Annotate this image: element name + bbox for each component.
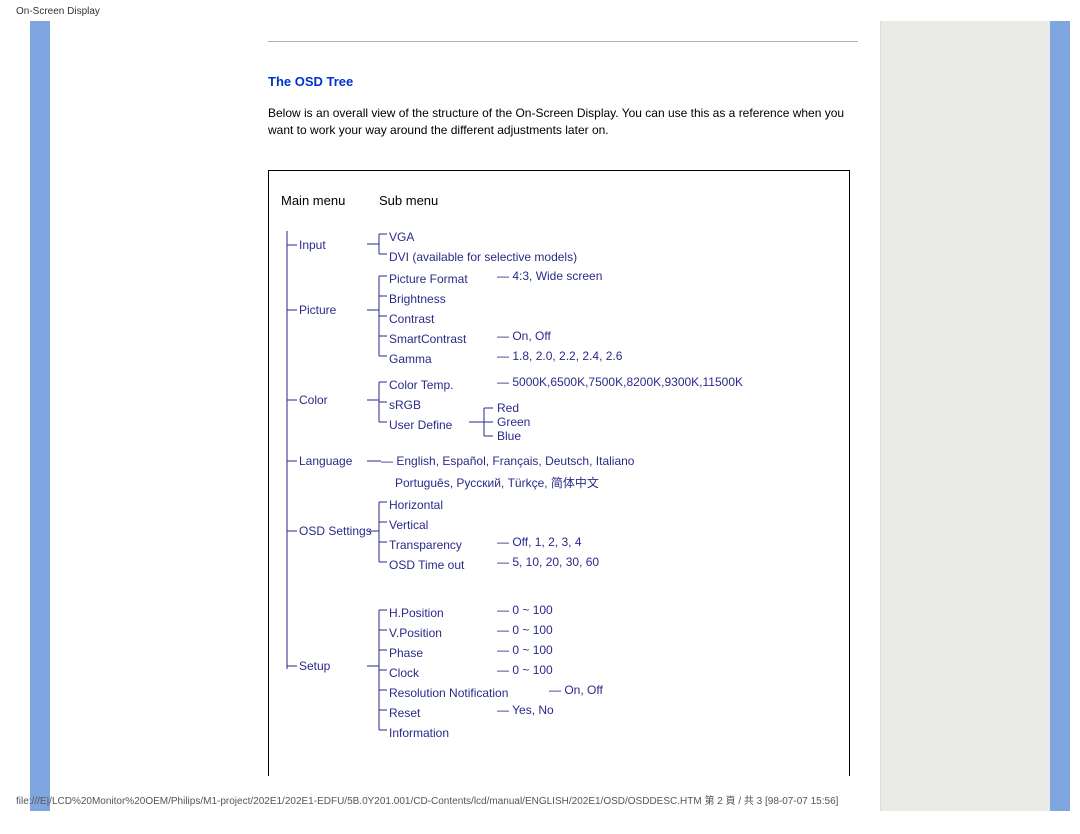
text: 0 ~ 100 (512, 663, 552, 677)
opt-language2: Português, Русский, Türkçe, 简体中文 (395, 474, 599, 491)
col-head-main: Main menu (281, 193, 345, 208)
rgb-blue: Blue (497, 429, 530, 443)
dash: — (497, 703, 512, 717)
main-language: Language (299, 454, 352, 468)
text: Off, 1, 2, 3, 4 (512, 535, 581, 549)
opt-vpos: — 0 ~ 100 (497, 623, 553, 637)
sub-contrast: Contrast (389, 309, 468, 329)
text: 0 ~ 100 (512, 623, 552, 637)
dash: — (497, 349, 512, 363)
right-gap (880, 21, 1050, 811)
sub-srgb: sRGB (389, 395, 453, 415)
label: Gamma (389, 352, 432, 366)
opt-userdefine-rgb: Red Green Blue (497, 401, 530, 443)
opt-color-temp: — 5000K,6500K,7500K,8200K,9300K,11500K (497, 375, 743, 389)
horizontal-rule (268, 41, 858, 42)
sub-color-temp: Color Temp. (389, 375, 453, 395)
opt-clock: — 0 ~ 100 (497, 663, 553, 677)
page-header: On-Screen Display (0, 0, 1080, 21)
dash: — (497, 643, 512, 657)
stage: The OSD Tree Below is an overall view of… (0, 21, 1080, 811)
main-input: Input (299, 238, 326, 252)
label: SmartContrast (389, 332, 466, 346)
dash: — (497, 329, 512, 343)
text: 4:3, Wide screen (512, 269, 602, 283)
label: Picture Format (389, 272, 468, 286)
sub-osd: Horizontal Vertical Transparency OSD Tim… (389, 495, 464, 575)
dash: — (497, 663, 512, 677)
opt-timeout: — 5, 10, 20, 30, 60 (497, 555, 599, 569)
opt-gamma: — 1.8, 2.0, 2.2, 2.4, 2.6 (497, 349, 622, 363)
text: 5000K,6500K,7500K,8200K,9300K,11500K (512, 375, 743, 389)
sub-osd-transparency: Transparency (389, 535, 464, 555)
sub-info: Information (389, 723, 508, 743)
dash: — (497, 535, 512, 549)
opt-picture-format: — 4:3, Wide screen (497, 269, 602, 283)
sub-setup: H.Position V.Position Phase Clock Resolu… (389, 603, 508, 743)
sub-brightness: Brightness (389, 289, 468, 309)
sub-smartcontrast: SmartContrast (389, 329, 468, 349)
sub-hpos: H.Position (389, 603, 508, 623)
intro-text: Below is an overall view of the structur… (268, 105, 858, 140)
osd-tree-box: Main menu Sub menu Input Picture Color L… (268, 170, 850, 776)
dash: — (497, 375, 512, 389)
dash: — (381, 454, 396, 468)
main-osd: OSD Settings (299, 524, 372, 538)
sub-color: Color Temp. sRGB User Define (389, 375, 453, 435)
text: 5, 10, 20, 30, 60 (512, 555, 599, 569)
sub-phase: Phase (389, 643, 508, 663)
dash: — (497, 603, 512, 617)
content: The OSD Tree Below is an overall view of… (268, 41, 858, 776)
opt-hpos: — 0 ~ 100 (497, 603, 553, 617)
sub-picture-format: Picture Format (389, 269, 468, 289)
dash: — (497, 555, 512, 569)
page-header-title: On-Screen Display (16, 6, 100, 17)
left-margin-bar (30, 21, 50, 811)
dash: — (497, 623, 512, 637)
sub-userdefine: User Define (389, 415, 453, 435)
right-margin-bar (1050, 21, 1070, 811)
page-area: The OSD Tree Below is an overall view of… (50, 21, 881, 811)
rgb-green: Green (497, 415, 530, 429)
sub-input: VGA DVI (available for selective models) (389, 227, 577, 267)
sub-clock: Clock (389, 663, 508, 683)
section-title: The OSD Tree (268, 74, 858, 89)
dash: — (549, 683, 564, 697)
text: 1.8, 2.0, 2.2, 2.4, 2.6 (512, 349, 622, 363)
sub-vpos: V.Position (389, 623, 508, 643)
text: 0 ~ 100 (512, 603, 552, 617)
text: On, Off (564, 683, 602, 697)
sub-reset: Reset (389, 703, 508, 723)
sub-picture: Picture Format Brightness Contrast Smart… (389, 269, 468, 369)
opt-transparency: — Off, 1, 2, 3, 4 (497, 535, 582, 549)
text: Yes, No (512, 703, 554, 717)
opt-phase: — 0 ~ 100 (497, 643, 553, 657)
rgb-red: Red (497, 401, 530, 415)
main-setup: Setup (299, 659, 330, 673)
sub-input-dvi: DVI (available for selective models) (389, 247, 577, 267)
opt-reset: — Yes, No (497, 703, 554, 717)
opt-resnote: — On, Off (549, 683, 603, 697)
sub-input-vga: VGA (389, 227, 577, 247)
sub-resnote: Resolution Notification (389, 683, 508, 703)
sub-gamma: Gamma (389, 349, 468, 369)
footer-path: file:///E|/LCD%20Monitor%20OEM/Philips/M… (16, 792, 1066, 807)
main-picture: Picture (299, 303, 336, 317)
opt-language1: — English, Español, Français, Deutsch, I… (381, 454, 634, 468)
sub-osd-timeout: OSD Time out (389, 555, 464, 575)
opt-smartcontrast: — On, Off (497, 329, 551, 343)
main-color: Color (299, 393, 328, 407)
text: On, Off (512, 329, 550, 343)
sub-osd-horizontal: Horizontal (389, 495, 464, 515)
sub-osd-vertical: Vertical (389, 515, 464, 535)
dash: — (497, 269, 512, 283)
col-head-sub: Sub menu (379, 193, 438, 208)
text: 0 ~ 100 (512, 643, 552, 657)
text: English, Español, Français, Deutsch, Ita… (396, 454, 634, 468)
